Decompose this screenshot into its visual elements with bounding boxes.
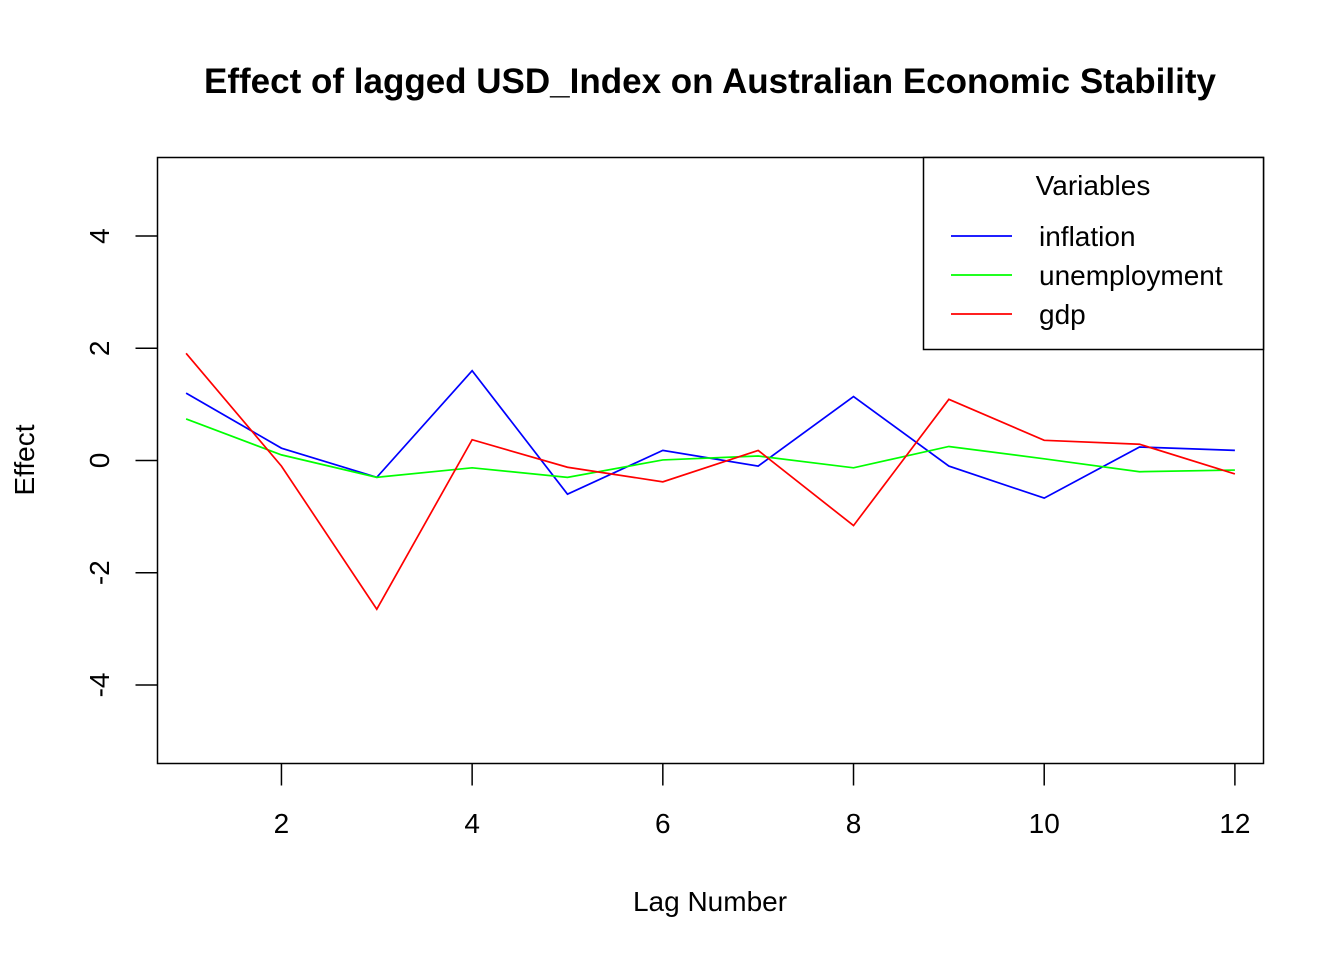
series-line-inflation [185, 369, 1235, 500]
x-tick-label: 12 [1219, 808, 1250, 839]
y-tick-label: 2 [84, 340, 115, 356]
series-line-unemployment [185, 418, 1235, 479]
legend-label-unemployment: unemployment [1039, 260, 1223, 291]
y-tick-label: -2 [84, 560, 115, 585]
series-layer [185, 352, 1236, 611]
x-tick-label: 4 [464, 808, 480, 839]
y-axis-label: Effect [9, 424, 40, 495]
series-line-gdp [185, 352, 1236, 611]
x-axis-label: Lag Number [633, 886, 787, 917]
legend-label-inflation: inflation [1039, 221, 1136, 252]
legend-label-gdp: gdp [1039, 299, 1086, 330]
y-axis: -4 -2 0 2 4 [84, 228, 158, 697]
legend-box [922, 156, 1265, 351]
x-tick-label: 8 [846, 808, 862, 839]
y-tick-label: -4 [84, 672, 115, 697]
x-axis: 2 4 6 8 10 12 [274, 763, 1250, 839]
x-tick-label: 2 [274, 808, 290, 839]
legend: Variables inflation unemployment gdp [922, 156, 1265, 351]
legend-title: Variables [1036, 170, 1151, 201]
y-tick-label: 0 [84, 453, 115, 469]
chart-title: Effect of lagged USD_Index on Australian… [204, 62, 1216, 101]
x-tick-label: 10 [1029, 808, 1060, 839]
y-tick-label: 4 [84, 228, 115, 244]
legend-items: inflation unemployment gdp [951, 221, 1223, 330]
x-tick-label: 6 [655, 808, 671, 839]
